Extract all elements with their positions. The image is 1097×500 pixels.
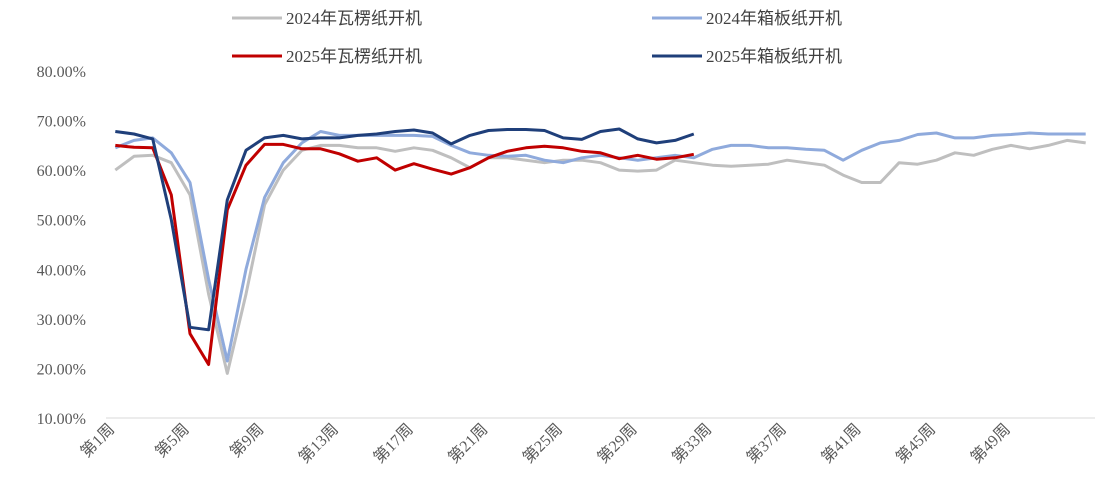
x-tick-label: 第17周 (370, 420, 417, 467)
series-line (114, 130, 1086, 363)
x-tick-label: 第45周 (893, 420, 940, 467)
y-tick-label: 30.00% (37, 312, 86, 329)
legend-label: 2025年箱板纸开机 (706, 47, 842, 66)
series-line (115, 142, 695, 366)
x-tick-label: 第13周 (295, 420, 342, 467)
legend-label: 2024年箱板纸开机 (706, 9, 842, 28)
y-tick-label: 10.00% (37, 411, 86, 428)
x-tick-label: 第33周 (669, 420, 716, 467)
series-line (114, 138, 1086, 375)
y-tick-label: 70.00% (37, 114, 86, 131)
y-tick-label: 50.00% (37, 213, 86, 230)
x-tick-label: 第49周 (967, 420, 1014, 467)
x-tick-label: 第9周 (226, 420, 267, 461)
legend-label: 2025年瓦楞纸开机 (286, 47, 422, 66)
y-tick-label: 60.00% (37, 163, 86, 180)
x-tick-label: 第37周 (743, 420, 790, 467)
x-tick-label: 第41周 (818, 420, 865, 467)
x-tick-label: 第5周 (152, 420, 193, 461)
series-line (115, 127, 695, 332)
x-tick-label: 第29周 (594, 420, 641, 467)
y-tick-label: 40.00% (37, 262, 86, 279)
legend-label: 2024年瓦楞纸开机 (286, 9, 422, 28)
x-tick-label: 第21周 (445, 420, 492, 467)
y-tick-label: 20.00% (37, 361, 86, 378)
y-tick-label: 80.00% (37, 64, 86, 81)
x-tick-label: 第25周 (519, 420, 566, 467)
